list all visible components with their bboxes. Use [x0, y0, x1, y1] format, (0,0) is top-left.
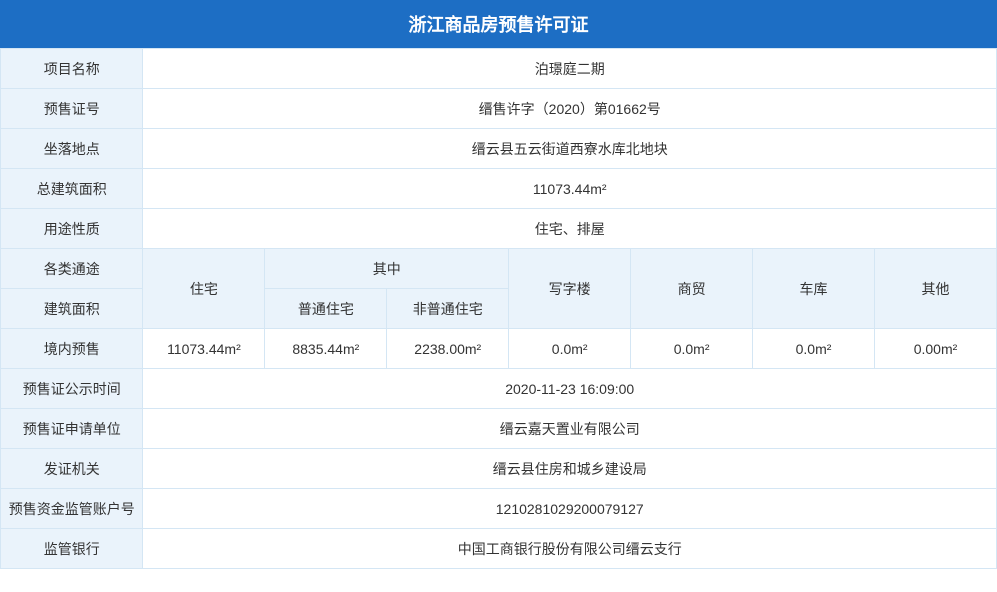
header-garage: 车库 [753, 249, 875, 329]
value-project-name: 泊璟庭二期 [143, 49, 997, 89]
value-total-area: 11073.44m² [143, 169, 997, 209]
label-building-area: 建筑面积 [1, 289, 143, 329]
value-location: 缙云县五云街道西寮水库北地块 [143, 129, 997, 169]
label-bank: 监管银行 [1, 529, 143, 569]
value-domestic-nonordinary: 2238.00m² [387, 329, 509, 369]
value-account: 1210281029200079127 [143, 489, 997, 529]
header-nonordinary-res: 非普通住宅 [387, 289, 509, 329]
label-category: 各类通途 [1, 249, 143, 289]
header-office: 写字楼 [509, 249, 631, 329]
label-publish-time: 预售证公示时间 [1, 369, 143, 409]
header-ordinary-res: 普通住宅 [265, 289, 387, 329]
label-usage: 用途性质 [1, 209, 143, 249]
label-location: 坐落地点 [1, 129, 143, 169]
value-authority: 缙云县住房和城乡建设局 [143, 449, 997, 489]
header-residential: 住宅 [143, 249, 265, 329]
value-bank: 中国工商银行股份有限公司缙云支行 [143, 529, 997, 569]
header-other: 其他 [874, 249, 996, 329]
table-title: 浙江商品房预售许可证 [0, 0, 997, 48]
value-domestic-residential: 11073.44m² [143, 329, 265, 369]
label-account: 预售资金监管账户号 [1, 489, 143, 529]
value-domestic-garage: 0.0m² [753, 329, 875, 369]
label-domestic-presale: 境内预售 [1, 329, 143, 369]
label-authority: 发证机关 [1, 449, 143, 489]
value-domestic-ordinary: 8835.44m² [265, 329, 387, 369]
header-commerce: 商贸 [631, 249, 753, 329]
value-presale-cert: 缙售许字（2020）第01662号 [143, 89, 997, 129]
label-total-area: 总建筑面积 [1, 169, 143, 209]
value-publish-time: 2020-11-23 16:09:00 [143, 369, 997, 409]
value-domestic-commerce: 0.0m² [631, 329, 753, 369]
value-applicant: 缙云嘉天置业有限公司 [143, 409, 997, 449]
header-among: 其中 [265, 249, 509, 289]
label-project-name: 项目名称 [1, 49, 143, 89]
permit-table: 项目名称 泊璟庭二期 预售证号 缙售许字（2020）第01662号 坐落地点 缙… [0, 48, 997, 569]
label-applicant: 预售证申请单位 [1, 409, 143, 449]
value-domestic-other: 0.00m² [874, 329, 996, 369]
value-usage: 住宅、排屋 [143, 209, 997, 249]
value-domestic-office: 0.0m² [509, 329, 631, 369]
label-presale-cert: 预售证号 [1, 89, 143, 129]
